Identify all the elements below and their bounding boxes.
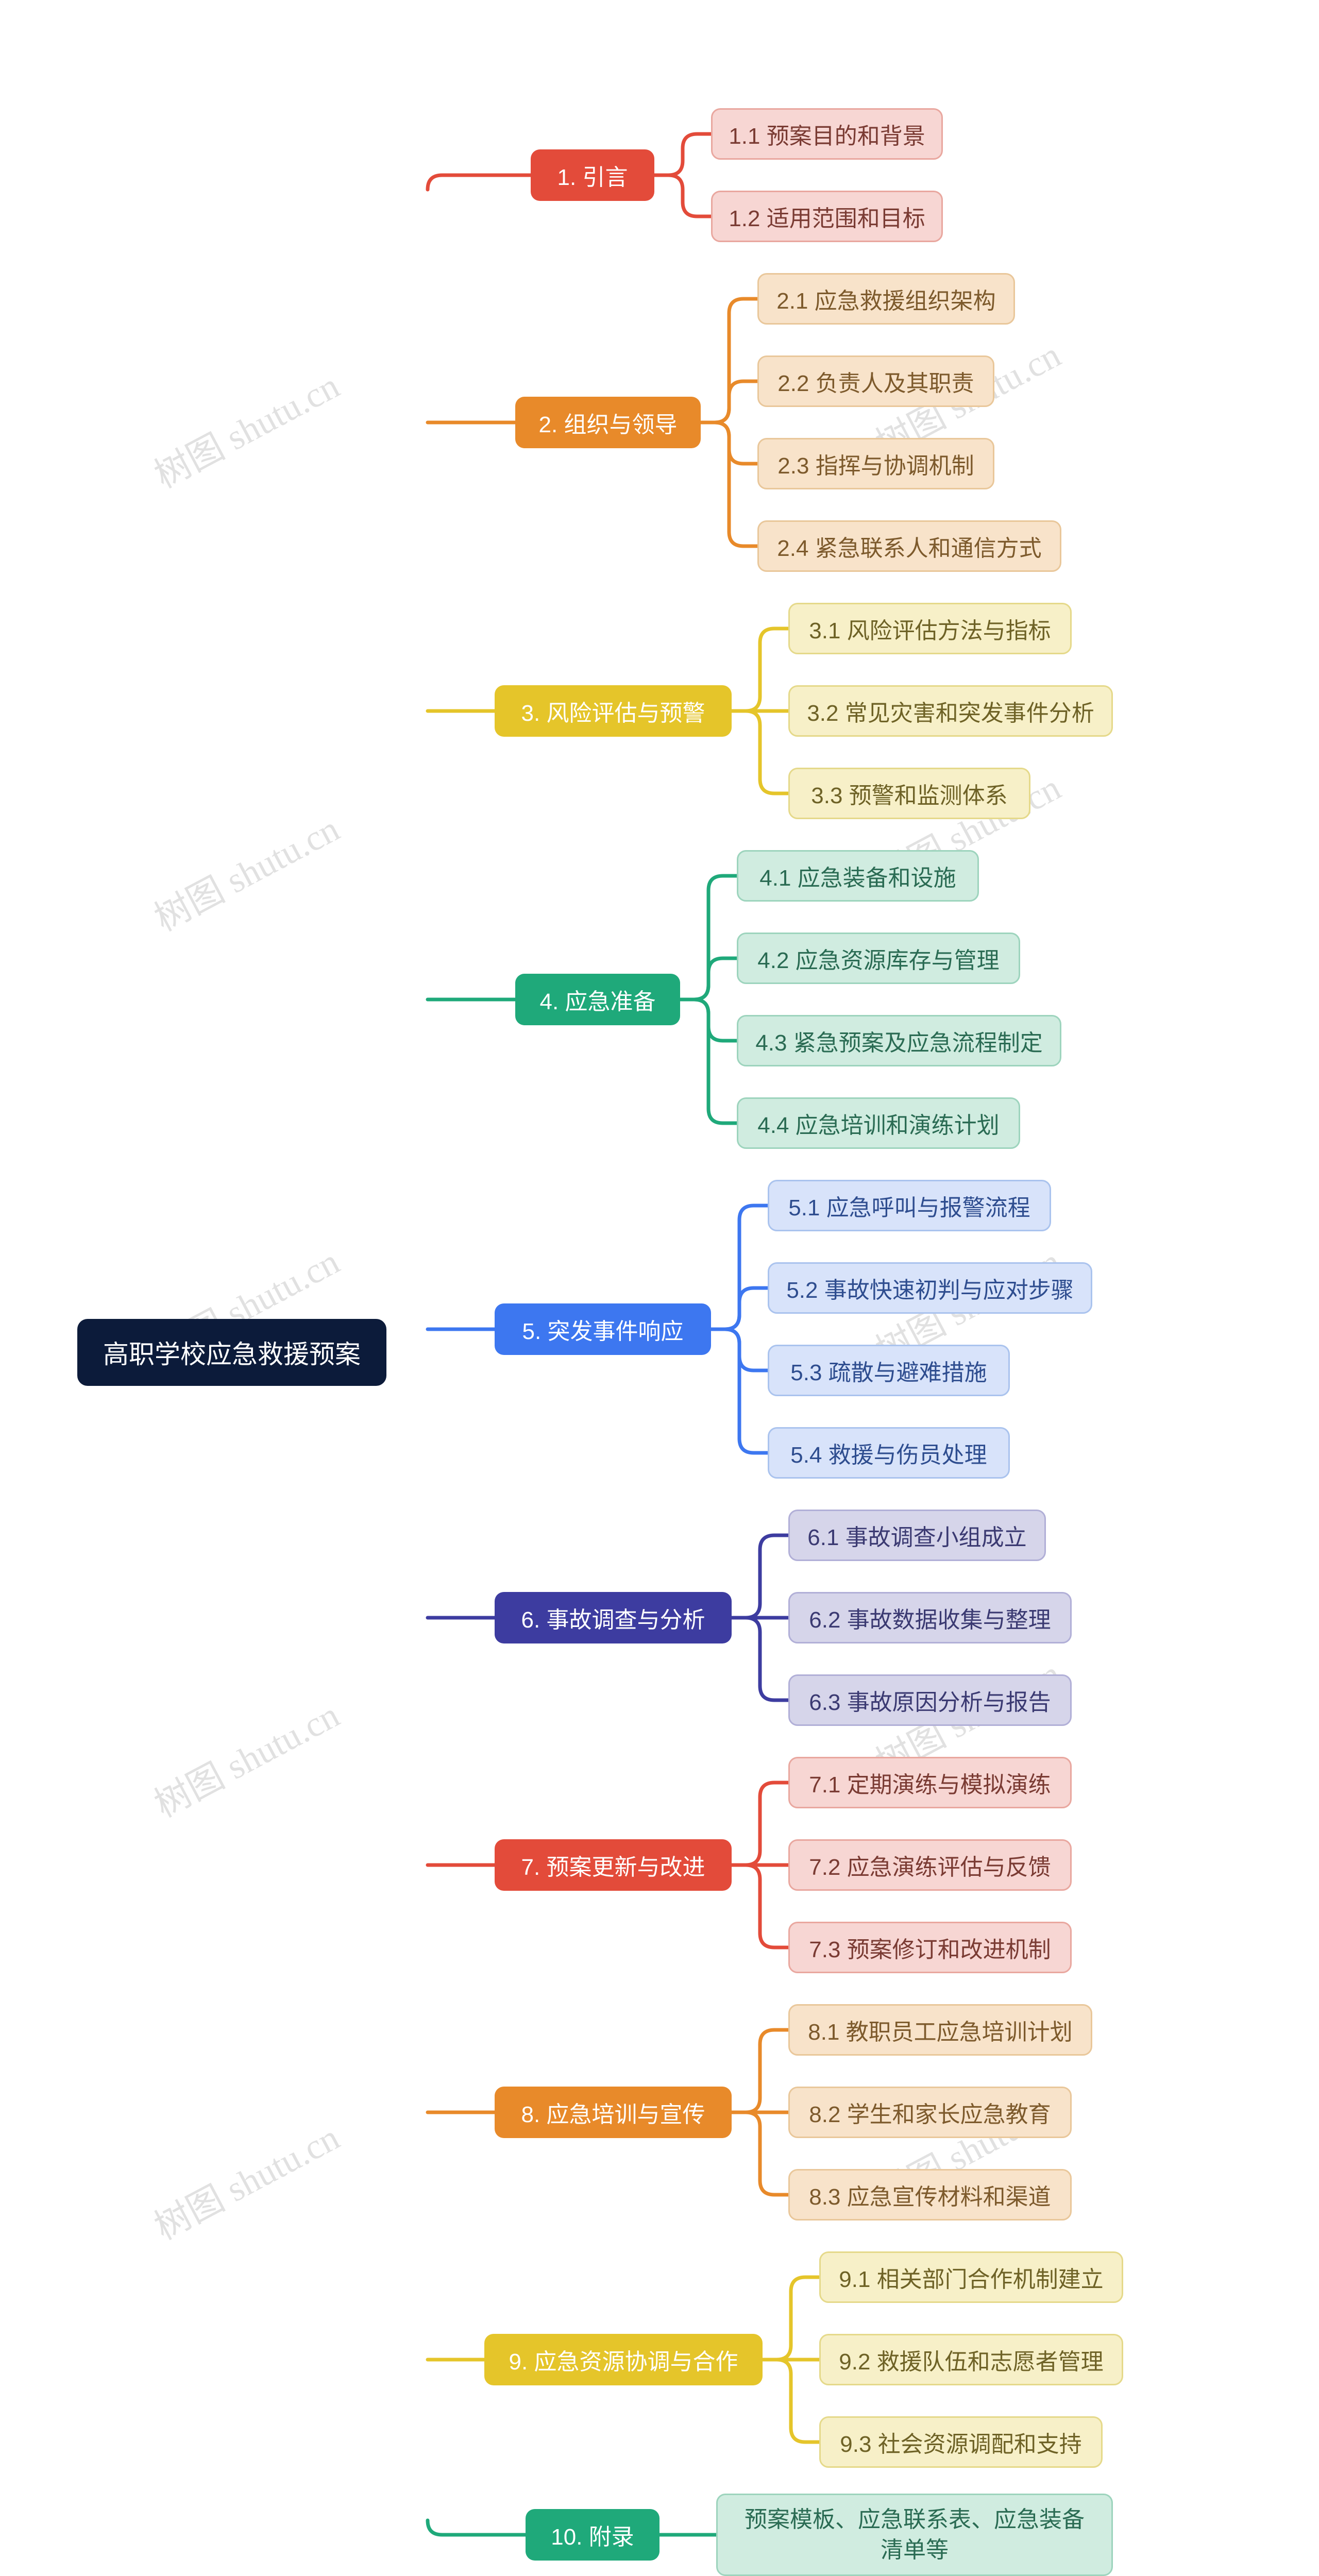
connector-layer (0, 0, 1319, 2576)
leaf-node[interactable]: 3.3 预警和监测体系 (788, 768, 1030, 819)
watermark: 树图 shutu.cn (144, 801, 347, 942)
leaf-node[interactable]: 2.1 应急救援组织架构 (757, 273, 1015, 325)
leaf-node[interactable]: 6.3 事故原因分析与报告 (788, 1674, 1072, 1726)
branch-node[interactable]: 8. 应急培训与宣传 (495, 2087, 732, 2138)
leaf-node[interactable]: 1.2 适用范围和目标 (711, 191, 943, 242)
mindmap-canvas: 树图 shutu.cn 树图 shutu.cn 树图 shutu.cn 树图 shut… (0, 0, 1319, 2576)
leaf-node[interactable]: 3.2 常见灾害和突发事件分析 (788, 685, 1113, 737)
leaf-node[interactable]: 3.1 风险评估方法与指标 (788, 603, 1072, 654)
leaf-node[interactable]: 2.2 负责人及其职责 (757, 355, 994, 407)
leaf-node[interactable]: 4.4 应急培训和演练计划 (737, 1097, 1020, 1149)
leaf-node[interactable]: 1.1 预案目的和背景 (711, 108, 943, 160)
leaf-node[interactable]: 6.1 事故调查小组成立 (788, 1510, 1046, 1561)
leaf-node[interactable]: 4.1 应急装备和设施 (737, 850, 979, 902)
watermark: 树图 shutu.cn (144, 1687, 347, 1828)
branch-node[interactable]: 7. 预案更新与改进 (495, 1839, 732, 1891)
branch-node[interactable]: 1. 引言 (531, 149, 654, 201)
branch-node[interactable]: 2. 组织与领导 (515, 397, 701, 448)
branch-node[interactable]: 4. 应急准备 (515, 974, 680, 1025)
leaf-node[interactable]: 4.3 紧急预案及应急流程制定 (737, 1015, 1061, 1066)
leaf-node[interactable]: 6.2 事故数据收集与整理 (788, 1592, 1072, 1643)
leaf-node[interactable]: 9.2 救援队伍和志愿者管理 (819, 2334, 1123, 2385)
leaf-node[interactable]: 7.1 定期演练与模拟演练 (788, 1757, 1072, 1808)
leaf-node[interactable]: 9.3 社会资源调配和支持 (819, 2416, 1103, 2468)
branch-node[interactable]: 3. 风险评估与预警 (495, 685, 732, 737)
root-node[interactable]: 高职学校应急救援预案 (77, 1319, 386, 1386)
leaf-node[interactable]: 4.2 应急资源库存与管理 (737, 933, 1020, 984)
leaf-node[interactable]: 8.2 学生和家长应急教育 (788, 2087, 1072, 2138)
leaf-node[interactable]: 5.3 疏散与避难措施 (768, 1345, 1010, 1396)
watermark: 树图 shutu.cn (144, 2552, 347, 2576)
leaf-node[interactable]: 2.3 指挥与协调机制 (757, 438, 994, 489)
branch-node[interactable]: 9. 应急资源协调与合作 (484, 2334, 763, 2385)
branch-node[interactable]: 10. 附录 (526, 2509, 660, 2561)
leaf-node[interactable]: 5.4 救援与伤员处理 (768, 1427, 1010, 1479)
watermark: 树图 shutu.cn (144, 2109, 347, 2250)
leaf-node[interactable]: 2.4 紧急联系人和通信方式 (757, 520, 1061, 572)
leaf-node[interactable]: 5.2 事故快速初判与应对步骤 (768, 1262, 1092, 1314)
branch-node[interactable]: 6. 事故调查与分析 (495, 1592, 732, 1643)
leaf-node[interactable]: 7.2 应急演练评估与反馈 (788, 1839, 1072, 1891)
leaf-node[interactable]: 9.1 相关部门合作机制建立 (819, 2251, 1123, 2303)
leaf-node[interactable]: 8.1 教职员工应急培训计划 (788, 2004, 1092, 2056)
leaf-node[interactable]: 7.3 预案修订和改进机制 (788, 1922, 1072, 1973)
leaf-node[interactable]: 预案模板、应急联系表、应急装备清单等 (716, 2494, 1113, 2576)
watermark: 树图 shutu.cn (144, 358, 347, 499)
branch-node[interactable]: 5. 突发事件响应 (495, 1303, 711, 1355)
leaf-node[interactable]: 5.1 应急呼叫与报警流程 (768, 1180, 1051, 1231)
leaf-node[interactable]: 8.3 应急宣传材料和渠道 (788, 2169, 1072, 2221)
